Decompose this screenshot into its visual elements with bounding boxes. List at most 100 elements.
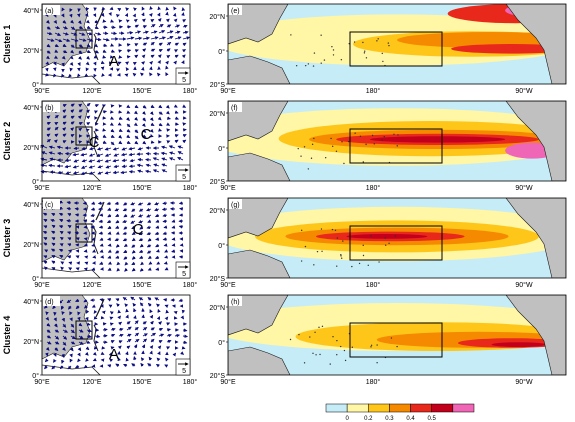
wind-vector bbox=[133, 122, 138, 127]
maritime-continent-coast bbox=[41, 73, 101, 85]
wind-vector bbox=[48, 145, 56, 150]
latitude-tick-label: 40°N bbox=[23, 7, 39, 15]
wind-vector bbox=[162, 213, 168, 218]
wind-vector bbox=[122, 231, 128, 236]
island-dot bbox=[376, 40, 378, 42]
island-dot bbox=[316, 250, 319, 253]
wind-vector bbox=[110, 134, 115, 138]
island-dot bbox=[289, 338, 292, 341]
wind-vector bbox=[130, 296, 136, 301]
wind-vector bbox=[154, 231, 160, 235]
wind-vector bbox=[51, 365, 56, 370]
wind-vector bbox=[141, 18, 146, 23]
island-dot bbox=[358, 262, 361, 265]
island-dot bbox=[393, 133, 395, 135]
wind-vector bbox=[102, 110, 108, 114]
region-box bbox=[75, 126, 93, 146]
wind-vector bbox=[147, 255, 152, 259]
wind-vector bbox=[70, 19, 74, 24]
island-dot bbox=[376, 362, 378, 364]
wind-vector bbox=[53, 19, 58, 24]
wind-vector bbox=[125, 357, 130, 362]
wind-vector bbox=[142, 117, 146, 122]
wind-vector bbox=[154, 213, 160, 218]
latitude-tick-label: 0° bbox=[218, 339, 225, 347]
wind-vector bbox=[126, 36, 135, 40]
wind-vector bbox=[57, 170, 64, 175]
wind-vector bbox=[85, 67, 90, 72]
wind-vector bbox=[59, 236, 64, 241]
wind-vector bbox=[102, 328, 108, 332]
wind-vector bbox=[139, 243, 144, 248]
wind-vector bbox=[123, 243, 128, 247]
island-dot bbox=[381, 52, 383, 55]
island-dot bbox=[319, 353, 321, 356]
island-dot bbox=[343, 349, 346, 352]
wind-vector bbox=[50, 218, 56, 223]
wind-vector bbox=[67, 243, 72, 247]
wind-vector bbox=[62, 323, 67, 328]
island-dot bbox=[353, 41, 356, 43]
wind-vector bbox=[109, 122, 114, 126]
island-dot bbox=[362, 244, 364, 247]
wind-vector bbox=[182, 128, 187, 132]
island-dot bbox=[381, 139, 383, 141]
wind-vector bbox=[58, 212, 64, 217]
philippines-coast bbox=[93, 324, 99, 352]
island-dot bbox=[331, 228, 334, 231]
latitude-tick-label: 0° bbox=[218, 48, 225, 56]
wind-vector bbox=[99, 298, 104, 302]
wind-vector bbox=[54, 323, 58, 328]
wind-vector bbox=[94, 32, 102, 36]
island-dot bbox=[370, 346, 372, 348]
longitude-tick-label: 150°E bbox=[132, 87, 151, 95]
wind-vector bbox=[61, 359, 65, 364]
wind-vector bbox=[161, 163, 168, 167]
wind-vector bbox=[141, 111, 146, 115]
wind-vector bbox=[86, 328, 92, 333]
wind-vector bbox=[110, 49, 116, 53]
island-dot bbox=[364, 50, 366, 52]
wind-vector bbox=[102, 140, 107, 144]
wind-vector bbox=[86, 340, 91, 344]
wind-vector bbox=[142, 48, 147, 53]
wind-vector bbox=[174, 36, 182, 40]
wind-vector bbox=[158, 333, 165, 337]
longitude-tick-label: 180° bbox=[183, 378, 198, 386]
wind-vectors bbox=[44, 6, 191, 78]
longitude-tick-label: 120°E bbox=[82, 378, 101, 386]
wind-vector bbox=[62, 25, 68, 30]
longitude-tick-label: 90°W bbox=[515, 87, 533, 95]
wind-vector bbox=[69, 8, 73, 13]
wind-vector bbox=[126, 49, 132, 53]
wind-vector bbox=[150, 41, 155, 46]
island-dot bbox=[336, 265, 338, 267]
wind-vector bbox=[77, 352, 81, 357]
wind-vector bbox=[182, 30, 189, 35]
island-dot bbox=[290, 34, 292, 36]
wind-vector bbox=[166, 333, 172, 338]
wind-vector bbox=[154, 255, 160, 259]
wind-panel: 5 (d) A bbox=[41, 294, 191, 376]
latitude-tick-label: 0° bbox=[32, 372, 39, 380]
wind-vector bbox=[163, 298, 168, 302]
wind-vector bbox=[118, 333, 124, 338]
island-dot bbox=[370, 344, 373, 346]
wind-vector bbox=[156, 303, 160, 308]
island-dot bbox=[323, 59, 326, 61]
wind-vector bbox=[105, 165, 112, 169]
latitude-tick-label: 0° bbox=[218, 242, 225, 250]
wind-vector bbox=[124, 261, 129, 266]
wind-vector bbox=[67, 225, 72, 229]
land-mass bbox=[505, 101, 566, 181]
wind-vector bbox=[109, 316, 114, 321]
wind-vector bbox=[78, 43, 84, 48]
wind-vector bbox=[140, 362, 145, 367]
wind-vector bbox=[158, 36, 166, 40]
wind-vector bbox=[182, 139, 187, 144]
wind-vector bbox=[41, 151, 48, 155]
wind-vector bbox=[46, 26, 51, 30]
wind-vector bbox=[46, 341, 52, 345]
colorbar-swatch bbox=[368, 403, 390, 413]
